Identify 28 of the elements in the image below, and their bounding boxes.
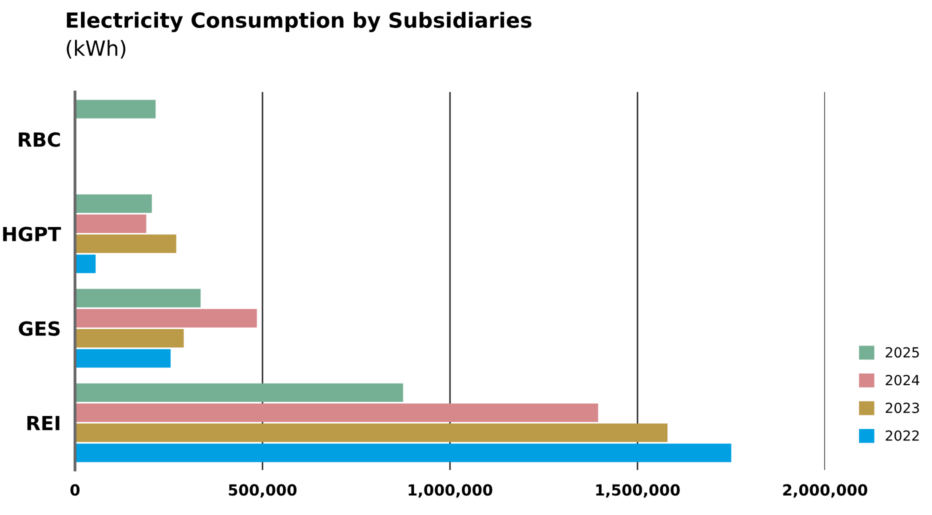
bar <box>75 308 257 328</box>
y-tick-label: GES <box>18 321 60 336</box>
bar <box>75 288 201 308</box>
bar <box>75 100 156 118</box>
bar <box>75 403 598 422</box>
y-tick-label: REI <box>27 416 60 430</box>
legend-label: 2022 <box>886 430 919 441</box>
x-tick-label: 2,000,000 <box>783 484 868 498</box>
chart-title: Electricity Consumption by Subsidiaries <box>66 12 532 32</box>
x-tick-label: 500,000 <box>228 484 297 498</box>
bar <box>75 329 184 348</box>
x-tick-label: 1,000,000 <box>408 484 492 498</box>
legend-label: 2024 <box>886 374 920 386</box>
bar <box>75 194 152 213</box>
x-tick-label: 1,500,000 <box>596 484 680 498</box>
bar <box>75 234 176 254</box>
bar <box>75 349 171 368</box>
bar <box>75 214 146 233</box>
bar <box>75 424 668 442</box>
x-tick-label: 0 <box>70 484 80 496</box>
y-tick-label: RBC <box>18 132 60 147</box>
legend-label: 2023 <box>886 402 919 414</box>
y-tick-label: HGPT <box>3 226 62 242</box>
chart-subtitle: (kWh) <box>66 40 126 58</box>
bar <box>75 444 732 462</box>
legend-label: 2025 <box>886 347 919 358</box>
bar <box>75 254 96 274</box>
bar <box>75 383 404 402</box>
